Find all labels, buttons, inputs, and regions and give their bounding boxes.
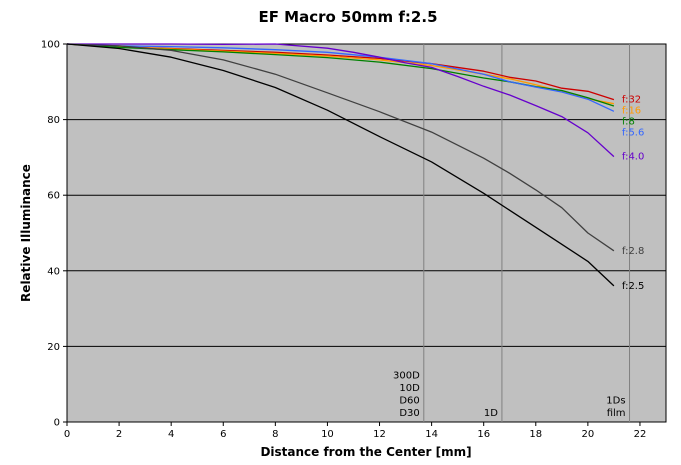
- axis-ticks: 0 2 4 6 8 10 12 14 16 18 20 22 0 20 40 60 80 100: [41, 40, 646, 441]
- series-label: f:16: [622, 106, 641, 117]
- x-tick-label: 12: [373, 429, 386, 440]
- plot-area: [66, 43, 667, 423]
- series-line: [67, 43, 615, 158]
- x-tick-label: 6: [220, 429, 226, 440]
- x-tick-label: 0: [64, 429, 70, 440]
- y-tick-label: 0: [54, 418, 60, 429]
- series-label: f:8: [622, 117, 635, 128]
- series-lines: [66, 43, 615, 287]
- x-tick-label: 22: [634, 429, 647, 440]
- x-tick-label: 16: [477, 429, 490, 440]
- sensor-label: 1Ds: [606, 396, 625, 407]
- sensor-label: D30: [399, 408, 419, 419]
- x-axis-label: Distance from the Center [mm]: [260, 445, 471, 459]
- x-tick-label: 18: [529, 429, 542, 440]
- sensor-label: film: [607, 408, 626, 419]
- y-axis-label: Relative Illuminance: [19, 164, 33, 302]
- series-line: [66, 43, 615, 252]
- series-label: f:32: [622, 95, 641, 106]
- sensor-label: 1D: [484, 408, 498, 419]
- y-tick-label: 100: [41, 40, 60, 51]
- y-tick-label: 80: [47, 115, 60, 126]
- series-line: [66, 43, 615, 112]
- x-tick-label: 10: [321, 429, 334, 440]
- series-label: f:4.0: [622, 152, 644, 163]
- x-tick-label: 20: [582, 429, 595, 440]
- chart-title: EF Macro 50mm f:2.5: [258, 8, 437, 26]
- series-line: [66, 43, 615, 107]
- sensor-label: 10D: [399, 383, 420, 394]
- series-label: f:2.8: [622, 246, 644, 257]
- series-label: f:5.6: [622, 128, 644, 139]
- sensor-label: D60: [399, 396, 419, 407]
- series-labels: f:32f:16f:8f:5.6 f:4.0 f:2.8 f:2.5: [622, 95, 644, 292]
- x-tick-label: 8: [272, 429, 278, 440]
- x-tick-label: 4: [168, 429, 174, 440]
- sensor-label: 300D: [393, 371, 420, 382]
- x-tick-label: 14: [425, 429, 438, 440]
- y-tick-label: 20: [47, 342, 60, 353]
- y-tick-label: 40: [47, 266, 60, 277]
- series-label: f:2.5: [622, 281, 644, 292]
- series-line: [66, 43, 615, 287]
- y-tick-label: 60: [47, 191, 60, 202]
- x-tick-label: 2: [116, 429, 122, 440]
